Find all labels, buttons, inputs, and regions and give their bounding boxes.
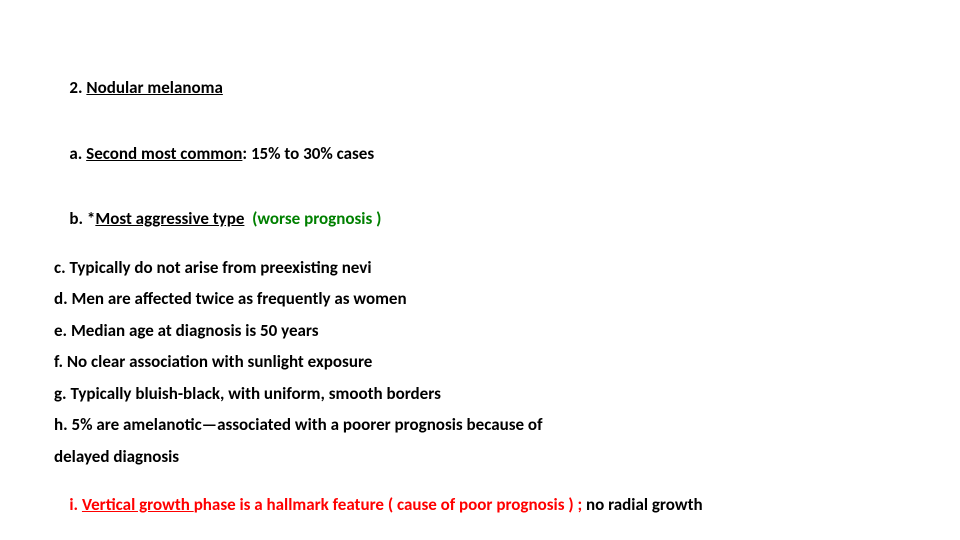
point-e: e. Median age at diagnosis is 50 years	[54, 322, 906, 339]
line1-underlined: Nodular melanoma	[86, 77, 222, 98]
line11-underlined-red: Vertical growth	[82, 494, 194, 515]
point-h-line2: delayed diagnosis	[54, 448, 906, 465]
line2-tail: : 15% to 30% cases	[242, 143, 374, 164]
point-b: b. *Most aggressive type (worse prognosi…	[54, 193, 906, 244]
line3-space	[244, 208, 252, 229]
point-a: a. Second most common: 15% to 30% cases	[54, 128, 906, 179]
line1-prefix: 2.	[69, 77, 86, 98]
point-d: d. Men are affected twice as frequently …	[54, 290, 906, 307]
slide-content: 2. Nodular melanoma a. Second most commo…	[0, 0, 960, 540]
line11-black-tail: no radial growth	[586, 494, 703, 515]
point-i: i. Vertical growth phase is a hallmark f…	[54, 479, 906, 530]
point-f: f. No clear association with sunlight ex…	[54, 353, 906, 370]
line3-green: (worse prognosis )	[252, 208, 381, 229]
point-h-line1: h. 5% are amelanotic—associated with a p…	[54, 416, 906, 433]
line3-underlined: Most aggressive type	[95, 208, 244, 229]
point-g: g. Typically bluish-black, with uniform,…	[54, 385, 906, 402]
line2-underlined: Second most common	[86, 143, 242, 164]
line11-prefix-red: i.	[69, 494, 82, 515]
line2-prefix: a.	[69, 143, 86, 164]
line3-prefix: b. *	[69, 208, 95, 229]
heading-nodular-melanoma: 2. Nodular melanoma	[54, 62, 906, 113]
line11-red-tail: phase is a hallmark feature ( cause of p…	[194, 494, 586, 515]
point-c: c. Typically do not arise from preexisti…	[54, 259, 906, 276]
